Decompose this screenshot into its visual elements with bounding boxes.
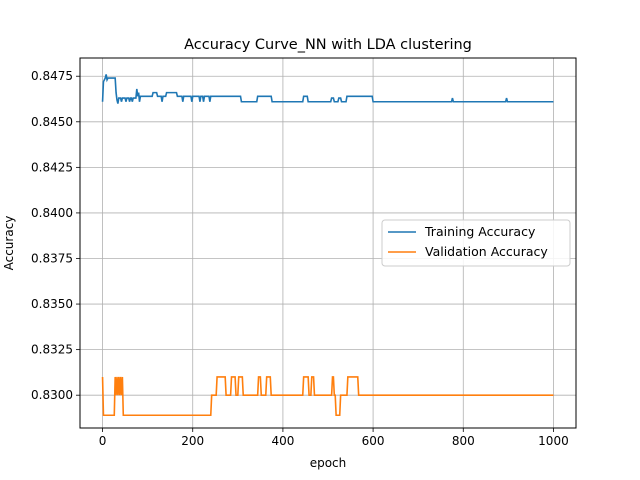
y-tick-label: 0.8475 — [31, 69, 73, 83]
x-tick-label: 600 — [362, 434, 385, 448]
y-tick-label: 0.8325 — [31, 343, 73, 357]
legend-label-validation: Validation Accuracy — [425, 244, 548, 259]
y-tick-label: 0.8300 — [31, 388, 73, 402]
legend: Training Accuracy Validation Accuracy — [381, 219, 571, 267]
legend-label-training: Training Accuracy — [424, 224, 536, 239]
x-tick-label: 0 — [99, 434, 107, 448]
y-tick-label: 0.8350 — [31, 297, 73, 311]
ticks: 0 200 400 600 800 1000 0.8300 0.8325 0.8350 0.837… — [31, 69, 569, 448]
y-tick-label: 0.8425 — [31, 160, 73, 174]
y-tick-label: 0.8400 — [31, 206, 73, 220]
x-axis-label: epoch — [310, 456, 347, 470]
training-accuracy-line — [101, 74, 554, 104]
y-tick-label: 0.8450 — [31, 115, 73, 129]
validation-accuracy-line — [101, 376, 554, 417]
x-tick-label: 800 — [452, 434, 475, 448]
plot-frame — [79, 57, 577, 429]
y-axis-label: Accuracy — [2, 216, 16, 271]
legend-box — [381, 219, 571, 267]
x-tick-label: 1000 — [538, 434, 569, 448]
x-tick-label: 200 — [181, 434, 204, 448]
chart-title: Accuracy Curve_NN with LDA clustering — [184, 37, 472, 53]
series-lines — [101, 74, 554, 417]
x-tick-label: 400 — [271, 434, 294, 448]
y-tick-label: 0.8375 — [31, 251, 73, 265]
